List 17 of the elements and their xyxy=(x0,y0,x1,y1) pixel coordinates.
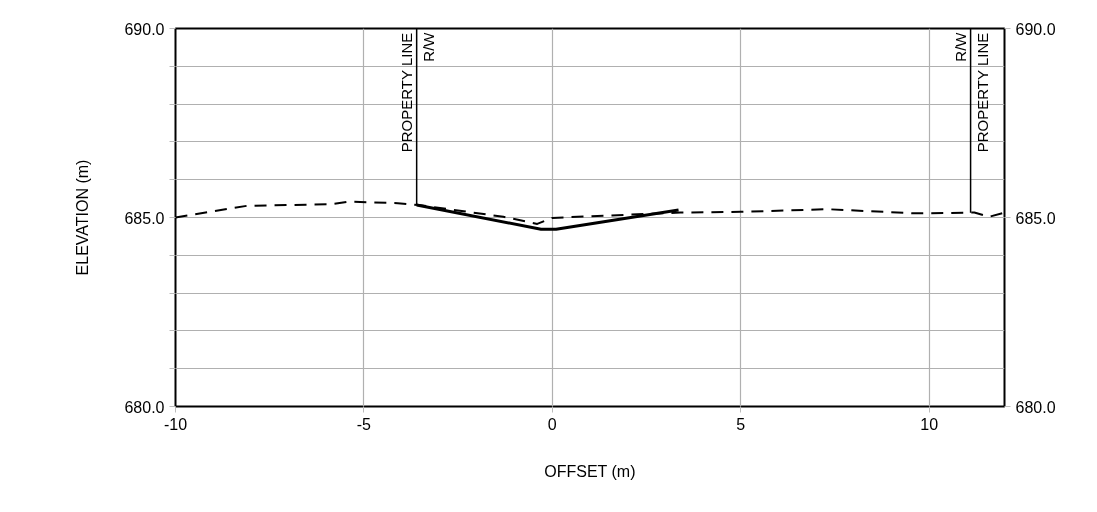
y2-tick-label: 680.0 xyxy=(1015,398,1056,416)
x-tick-label: 10 xyxy=(920,415,939,433)
x-tick-label: 5 xyxy=(736,415,746,433)
y-tick-label: 690.0 xyxy=(124,20,165,38)
annotation: R/W xyxy=(419,31,437,62)
y2-tick-label: 685.0 xyxy=(1015,209,1056,227)
x-tick-label: 0 xyxy=(547,415,557,433)
y-axis-title: ELEVATION (m) xyxy=(74,159,92,276)
ref-line-label: PROPERTY LINE xyxy=(397,32,415,153)
x-axis-title: OFFSET (m) xyxy=(544,462,636,480)
x-tick-label: -10 xyxy=(163,415,188,433)
x-tick-label: -5 xyxy=(356,415,372,433)
ref-line-label: PROPERTY LINE xyxy=(973,32,991,153)
y-tick-label: 680.0 xyxy=(124,398,165,416)
annotation: R/W xyxy=(951,31,969,62)
y-tick-label: 685.0 xyxy=(124,209,165,227)
y2-tick-label: 690.0 xyxy=(1015,20,1056,38)
